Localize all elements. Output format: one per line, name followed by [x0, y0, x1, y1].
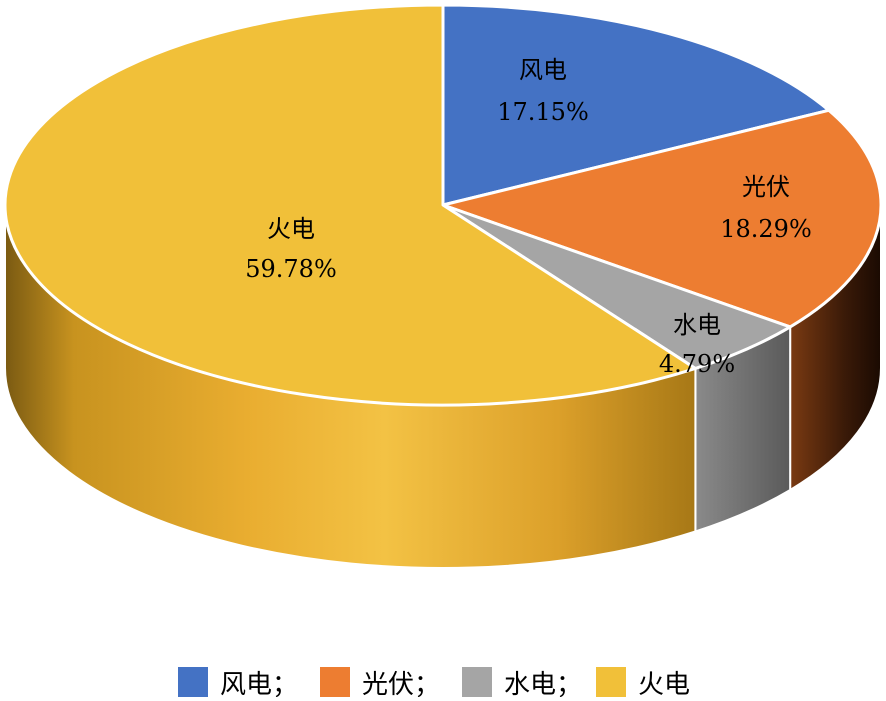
data-label-category-thermal: 火电 — [267, 215, 315, 243]
legend-label-solar: 光伏； — [362, 670, 440, 697]
data-label-category-hydro: 水电 — [673, 311, 721, 339]
data-label-category-wind: 风电 — [519, 56, 567, 84]
legend-swatch-thermal — [596, 667, 626, 697]
legend-label-wind: 风电； — [220, 670, 298, 697]
legend-swatch-solar — [320, 667, 350, 697]
legend-label-hydro: 水电； — [504, 670, 582, 697]
data-label-value-hydro: 4.79% — [659, 350, 735, 378]
pie-sides — [4, 204, 882, 569]
data-label-category-solar: 光伏 — [742, 173, 790, 201]
legend-swatch-wind — [178, 667, 208, 697]
pie-tops — [3, 3, 883, 407]
data-label-value-thermal: 59.78% — [245, 255, 337, 283]
data-label-value-wind: 17.15% — [497, 98, 589, 126]
data-label-value-solar: 18.29% — [720, 215, 812, 243]
pie-data-labels: 风电 17.15% 光伏 18.29% 水电 4.79% 火电 59.78% — [245, 56, 812, 378]
pie-slice-solar — [441, 108, 883, 329]
legend: 风电； 光伏； 水电； 火电 — [178, 667, 690, 700]
pie-slice-wind — [441, 3, 831, 207]
pie-slice-thermal — [3, 3, 697, 407]
legend-swatch-hydro — [462, 667, 492, 697]
legend-label-thermal: 火电 — [638, 670, 690, 697]
